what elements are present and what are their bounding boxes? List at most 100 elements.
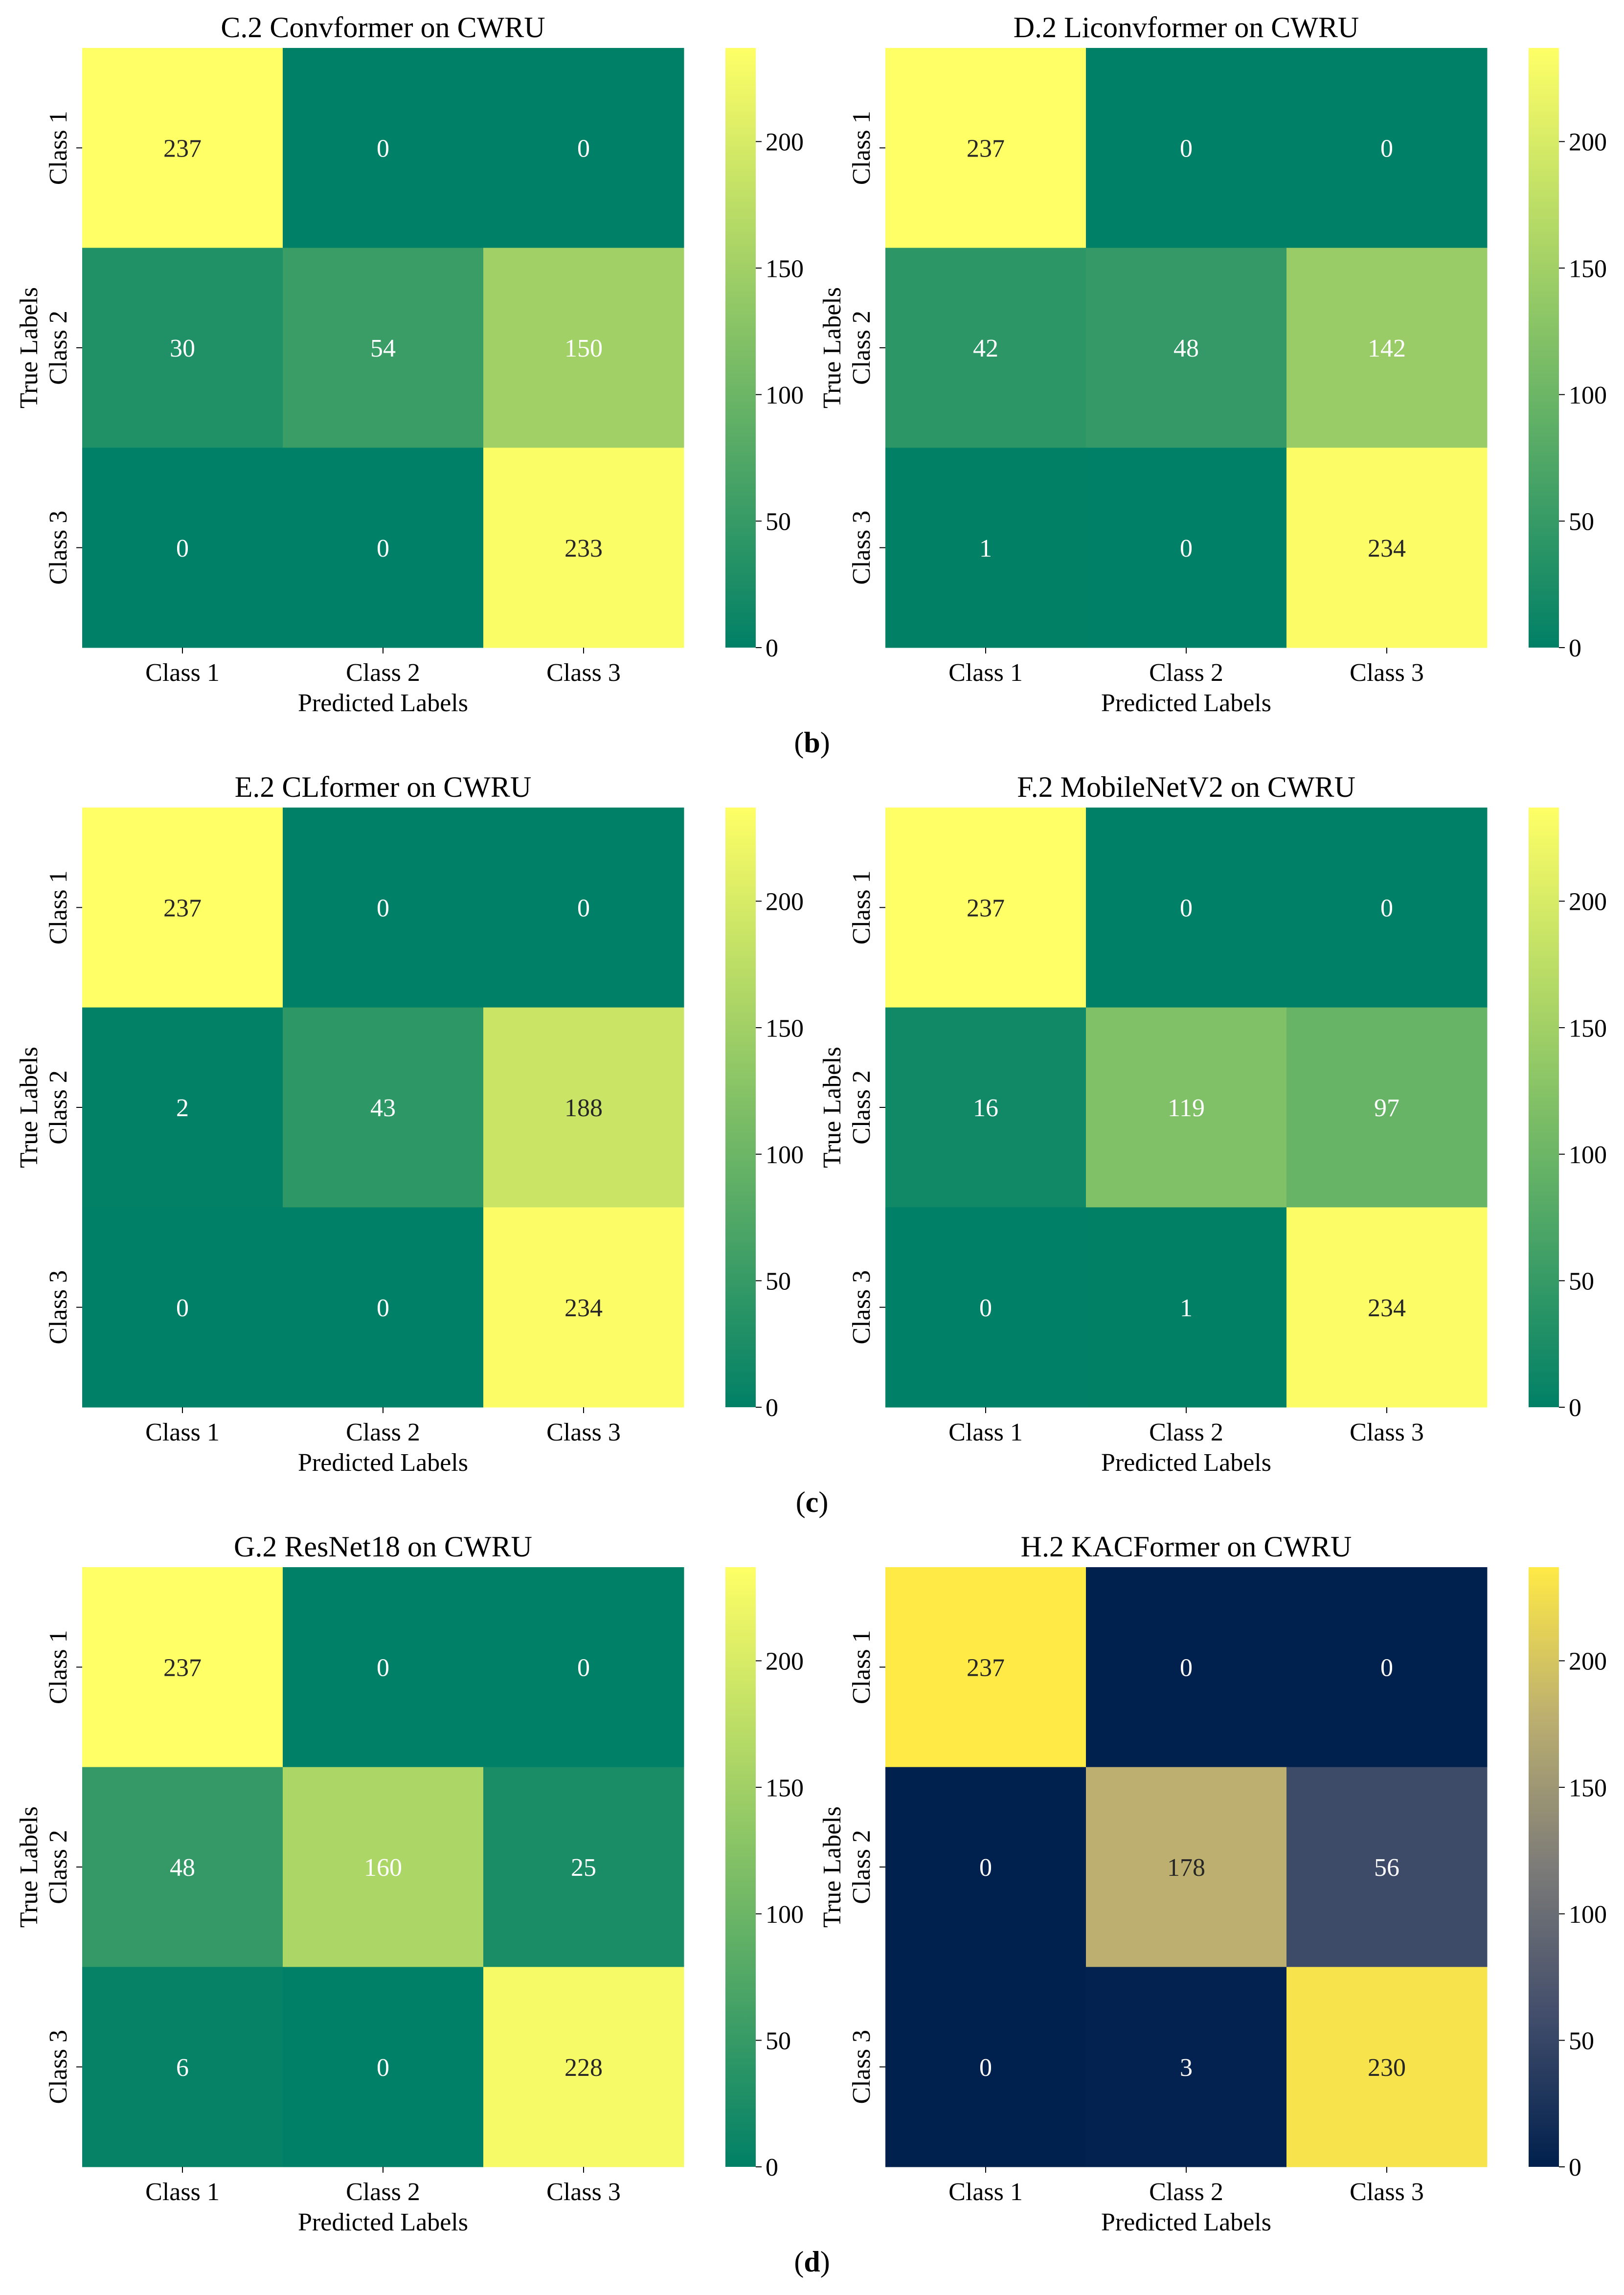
heatmap-cell — [885, 1567, 1086, 1768]
colorbar-tick-label: 100 — [1569, 1901, 1607, 1929]
cell-value-label: 0 — [1380, 895, 1393, 922]
cell-value-label: 237 — [163, 895, 202, 922]
heatmap-cell — [1086, 448, 1287, 648]
colorbar-tick-label: 0 — [1569, 1394, 1581, 1422]
cell-value-label: 54 — [370, 335, 396, 362]
x-tick-label: Class 3 — [546, 1418, 621, 1446]
cell-value-label: 142 — [1368, 335, 1406, 362]
heatmap-cell — [283, 248, 484, 448]
cell-value-label: 0 — [377, 535, 389, 562]
cell-value-label: 234 — [1368, 535, 1406, 562]
colorbar-tick-label: 150 — [766, 1774, 804, 1802]
heatmap-cell — [82, 1767, 283, 1967]
heatmap-cell — [483, 448, 684, 648]
chart-title: E.2 CLformer on CWRU — [235, 771, 532, 803]
cell-value-label: 150 — [564, 335, 603, 362]
cell-value-label: 0 — [176, 1294, 189, 1322]
colorbar — [725, 808, 756, 1407]
colorbar-tick-label: 0 — [1569, 2154, 1581, 2182]
colorbar — [1529, 808, 1559, 1407]
heatmap-cell — [1286, 1007, 1488, 1208]
x-tick-label: Class 3 — [546, 2178, 621, 2206]
heatmap-panel-4: F.2 MobileNetV2 on CWRU 237 0 0 16 119 97 0 1 234… — [818, 771, 1607, 1477]
panel-label-2: (d) — [794, 2246, 830, 2278]
y-tick-label: Class 3 — [45, 511, 72, 585]
colorbar-tick-label: 50 — [1569, 2027, 1594, 2055]
cell-value-label: 0 — [377, 2054, 389, 2082]
y-axis-label: True Labels — [15, 1047, 43, 1168]
y-axis-label: True Labels — [818, 1806, 846, 1928]
colorbar-tick-label: 150 — [1569, 1774, 1607, 1802]
x-tick-label: Class 1 — [948, 2178, 1023, 2206]
heatmap-cell — [1086, 1007, 1287, 1208]
y-tick-label: Class 2 — [848, 1830, 876, 1904]
y-axis-label: True Labels — [818, 287, 846, 408]
heatmap-cell — [885, 1967, 1086, 2167]
cell-value-label: 237 — [163, 135, 202, 163]
cell-value-label: 237 — [163, 1654, 202, 1682]
colorbar-tick-label: 0 — [1569, 634, 1581, 662]
y-tick-label: Class 2 — [848, 1070, 876, 1145]
heatmap-cell — [483, 1567, 684, 1768]
heatmap-cell — [1286, 808, 1488, 1008]
heatmap-cell — [1086, 1567, 1287, 1768]
colorbar-tick-label: 50 — [1569, 508, 1594, 536]
colorbar-tick-label: 150 — [1569, 255, 1607, 283]
cell-value-label: 0 — [1380, 1654, 1393, 1682]
chart-title: H.2 KACFormer on CWRU — [1021, 1530, 1352, 1563]
colorbar-tick-label: 0 — [766, 2154, 778, 2182]
y-tick-label: Class 1 — [848, 1630, 876, 1704]
x-tick-label: Class 2 — [346, 2178, 420, 2206]
x-axis-label: Predicted Labels — [1101, 2208, 1271, 2236]
cell-value-label: 3 — [1180, 2054, 1193, 2082]
y-tick-label: Class 3 — [848, 511, 876, 585]
cell-value-label: 0 — [979, 1294, 992, 1322]
heatmap-cell — [1086, 1967, 1287, 2167]
colorbar-tick-label: 0 — [766, 634, 778, 662]
colorbar — [725, 1567, 756, 2167]
cell-value-label: 0 — [176, 535, 189, 562]
heatmap-cell — [82, 48, 283, 248]
heatmap-cell — [82, 1967, 283, 2167]
heatmap-cell — [1286, 448, 1488, 648]
cell-value-label: 0 — [1180, 895, 1193, 922]
heatmap-cell — [283, 1207, 484, 1408]
heatmap-cell — [483, 1767, 684, 1967]
y-tick-label: Class 2 — [45, 1830, 72, 1904]
cell-value-label: 0 — [577, 135, 590, 163]
heatmap-cell — [1286, 248, 1488, 448]
x-tick-label: Class 1 — [948, 1418, 1023, 1446]
colorbar-tick-label: 100 — [766, 1141, 804, 1169]
cell-value-label: 119 — [1168, 1094, 1205, 1122]
x-tick-label: Class 2 — [346, 659, 420, 687]
y-axis-label: True Labels — [818, 1047, 846, 1168]
cell-value-label: 237 — [967, 135, 1005, 163]
y-axis-label: True Labels — [15, 287, 43, 408]
cell-value-label: 1 — [1180, 1294, 1193, 1322]
colorbar-tick-label: 100 — [1569, 382, 1607, 409]
colorbar-tick-label: 50 — [766, 1268, 791, 1296]
cell-value-label: 178 — [1167, 1854, 1205, 1882]
y-tick-label: Class 1 — [45, 1630, 72, 1704]
cell-value-label: 56 — [1374, 1854, 1399, 1882]
cell-value-label: 0 — [1180, 1654, 1193, 1682]
colorbar-tick-label: 50 — [1569, 1268, 1594, 1296]
cell-value-label: 237 — [967, 1654, 1005, 1682]
y-tick-label: Class 1 — [848, 870, 876, 945]
cell-value-label: 188 — [564, 1094, 603, 1122]
heatmap-cell — [1086, 808, 1287, 1008]
cell-value-label: 43 — [370, 1094, 396, 1122]
cell-value-label: 0 — [1180, 135, 1193, 163]
y-tick-label: Class 3 — [45, 2030, 72, 2104]
heatmap-cell — [1086, 48, 1287, 248]
colorbar-tick-label: 200 — [1569, 1648, 1607, 1676]
x-axis-label: Predicted Labels — [298, 1449, 468, 1477]
heatmap-cell — [885, 1007, 1086, 1208]
heatmap-cell — [483, 48, 684, 248]
colorbar-tick-label: 100 — [1569, 1141, 1607, 1169]
heatmap-cell — [1286, 1207, 1488, 1408]
colorbar — [725, 48, 756, 648]
y-tick-label: Class 1 — [848, 111, 876, 185]
chart-title: G.2 ResNet18 on CWRU — [234, 1530, 532, 1563]
heatmap-cell — [885, 1207, 1086, 1408]
